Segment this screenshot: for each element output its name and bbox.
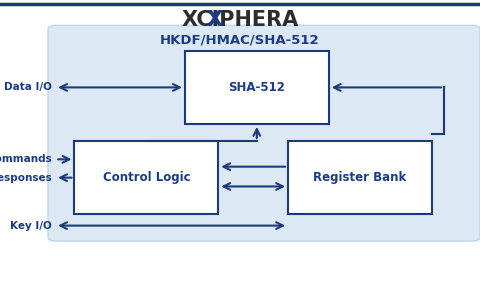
Text: Responses: Responses [0,173,52,183]
Text: XCIPHERA: XCIPHERA [181,10,299,30]
Text: Register Bank: Register Bank [313,171,407,184]
Text: HKDF/HMAC/SHA-512: HKDF/HMAC/SHA-512 [160,34,320,47]
Text: Key I/O: Key I/O [10,221,52,231]
Text: Control Logic: Control Logic [103,171,190,184]
Text: SHA-512: SHA-512 [228,81,285,94]
FancyBboxPatch shape [288,141,432,214]
Text: Commands: Commands [0,154,52,164]
Text: Data I/O: Data I/O [4,82,52,92]
FancyBboxPatch shape [74,141,218,214]
Text: X: X [206,10,274,30]
FancyBboxPatch shape [48,25,480,241]
FancyBboxPatch shape [185,51,329,124]
